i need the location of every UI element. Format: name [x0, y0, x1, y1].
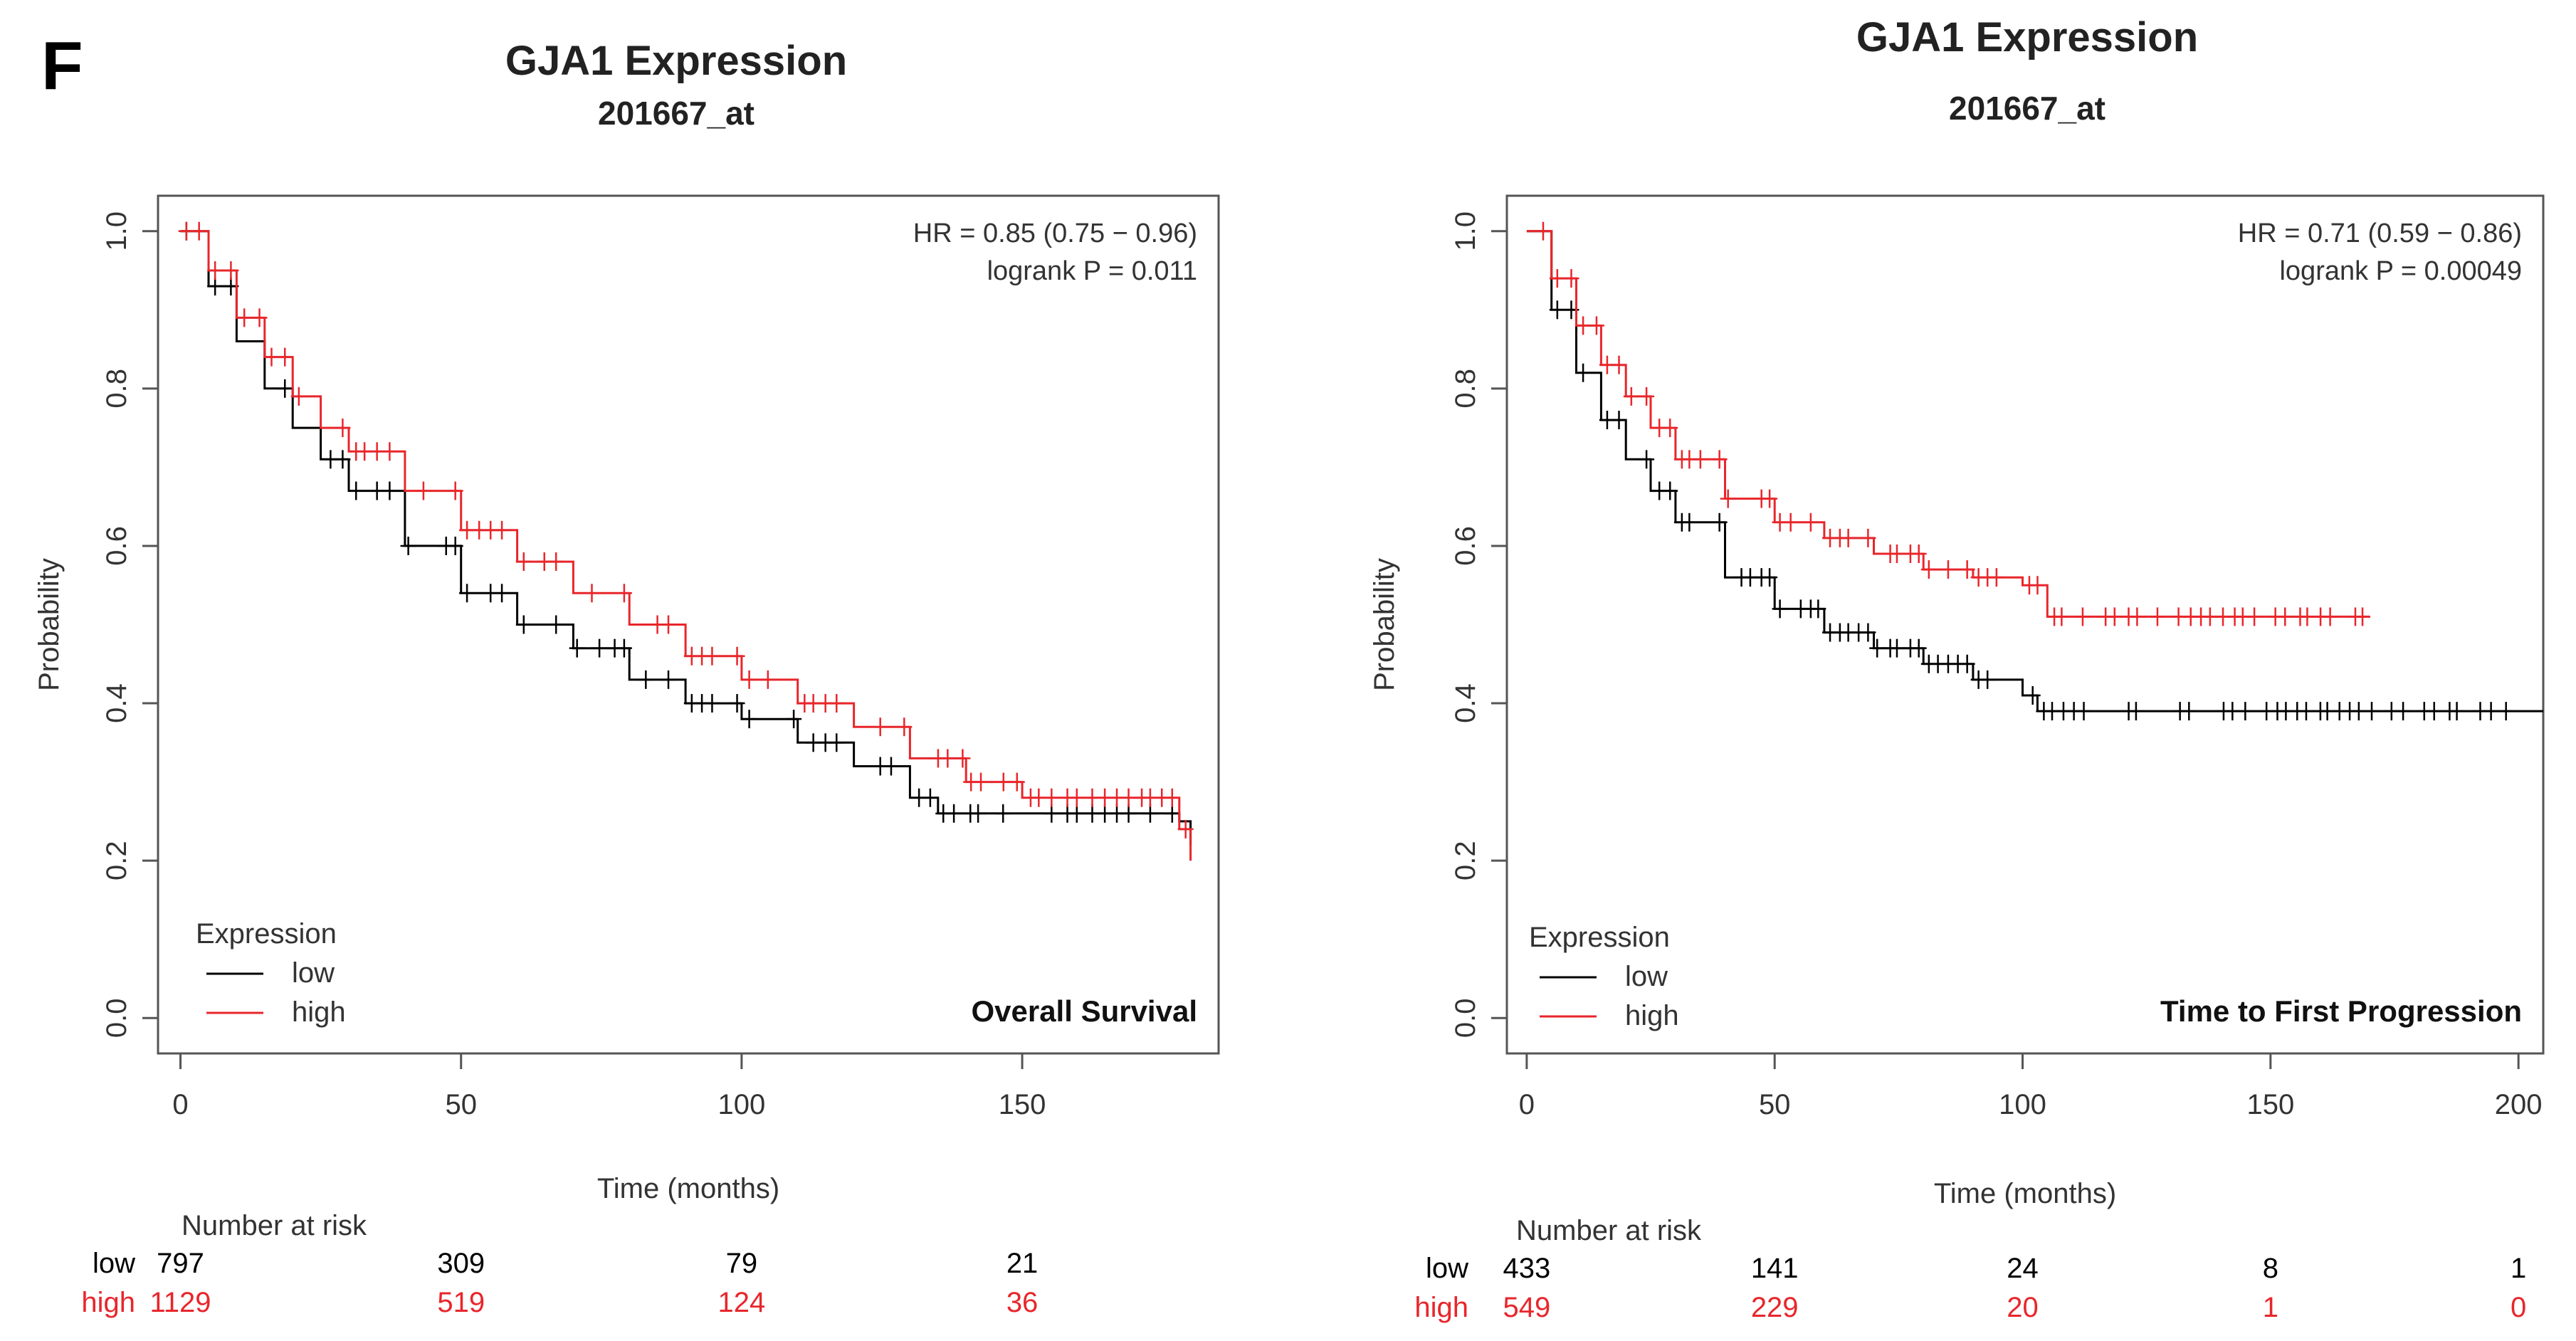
- plot-frame: [157, 194, 1220, 1055]
- km-curve-low: [180, 230, 1192, 845]
- risk-count-high: 519: [437, 1287, 485, 1318]
- risk-count-high: 549: [1503, 1292, 1550, 1323]
- legend-title: Expression: [1529, 922, 1670, 953]
- y-tick-label: 0.6: [1450, 526, 1481, 566]
- x-tick-label: 50: [1759, 1089, 1791, 1120]
- plot-frame: [1505, 194, 2545, 1055]
- km-curve-low: [1526, 230, 2543, 712]
- risk-row-label-low: low: [1426, 1253, 1468, 1284]
- risk-count-high: 1: [2263, 1292, 2278, 1323]
- y-tick-label: 0.6: [101, 526, 132, 566]
- km-curve-high: [1526, 230, 2370, 618]
- logrank-p-text: logrank P = 0.00049: [2279, 256, 2522, 286]
- risk-count-low: 433: [1503, 1253, 1550, 1284]
- chart-title: GJA1 Expression: [1856, 14, 2198, 61]
- risk-count-low: 8: [2263, 1253, 2278, 1284]
- y-axis-label: Probability: [33, 558, 65, 691]
- x-tick-label: 100: [718, 1089, 766, 1120]
- risk-row-label-low: low: [93, 1248, 135, 1279]
- risk-count-low: 141: [1751, 1253, 1799, 1284]
- x-tick-label: 0: [1519, 1089, 1535, 1120]
- y-tick-label: 0.2: [1450, 841, 1481, 880]
- x-tick-label: 100: [1999, 1089, 2046, 1120]
- risk-count-high: 0: [2511, 1292, 2526, 1323]
- risk-count-low: 21: [1006, 1248, 1039, 1279]
- risk-table-title: Number at risk: [1516, 1215, 1702, 1246]
- y-tick-label: 1.0: [1450, 211, 1481, 251]
- risk-count-low: 797: [157, 1248, 204, 1279]
- panel-label: F: [41, 28, 83, 104]
- risk-count-low: 79: [726, 1248, 758, 1279]
- chart-subtitle: 201667_at: [1949, 90, 2106, 127]
- y-tick-label: 1.0: [101, 211, 132, 251]
- legend-label-high: high: [292, 996, 346, 1028]
- y-tick-label: 0.2: [101, 841, 132, 880]
- risk-count-high: 124: [718, 1287, 766, 1318]
- y-tick-label: 0.0: [1450, 998, 1481, 1038]
- chart-title: GJA1 Expression: [505, 38, 847, 84]
- legend-label-low: low: [1625, 961, 1668, 992]
- legend-title: Expression: [196, 918, 337, 950]
- endpoint-label: Overall Survival: [971, 994, 1197, 1028]
- legend-label-low: low: [292, 957, 335, 989]
- risk-count-high: 1129: [150, 1287, 211, 1318]
- legend-label-high: high: [1625, 1000, 1679, 1031]
- censor-marks-high: [178, 221, 1194, 838]
- y-tick-label: 0.4: [101, 683, 132, 723]
- risk-count-high: 229: [1751, 1292, 1799, 1323]
- y-axis-label: Probability: [1369, 558, 1400, 691]
- y-tick-label: 0.8: [101, 369, 132, 409]
- risk-table-title: Number at risk: [182, 1210, 367, 1241]
- endpoint-label: Time to First Progression: [2160, 994, 2522, 1028]
- y-tick-label: 0.8: [1450, 369, 1481, 409]
- hazard-ratio-text: HR = 0.71 (0.59 − 0.86): [2238, 219, 2522, 248]
- x-axis-label: Time (months): [597, 1173, 779, 1204]
- x-tick-label: 150: [999, 1089, 1046, 1120]
- hazard-ratio-text: HR = 0.85 (0.75 − 0.96): [913, 219, 1197, 248]
- risk-row-label-high: high: [81, 1287, 135, 1318]
- risk-count-high: 36: [1006, 1287, 1039, 1318]
- logrank-p-text: logrank P = 0.011: [987, 256, 1197, 286]
- x-tick-label: 150: [2246, 1089, 2294, 1120]
- chart-overall-survival: GJA1 Expression 201667_at 0 50 100 150 0.0 0.2 0…: [33, 38, 1220, 1318]
- y-tick-label: 0.0: [101, 998, 132, 1038]
- x-tick-label: 50: [445, 1089, 477, 1120]
- x-tick-label: 200: [2495, 1089, 2543, 1120]
- censor-marks-low: [178, 221, 1180, 823]
- risk-count-low: 1: [2511, 1253, 2526, 1284]
- x-tick-label: 0: [172, 1089, 188, 1120]
- risk-row-label-high: high: [1414, 1292, 1468, 1323]
- risk-count-low: 309: [437, 1248, 485, 1279]
- y-tick-label: 0.4: [1450, 683, 1481, 723]
- chart-subtitle: 201667_at: [598, 95, 755, 132]
- x-axis-label: Time (months): [1934, 1178, 2116, 1209]
- censor-marks-high: [1535, 221, 2371, 626]
- risk-count-low: 24: [2007, 1253, 2039, 1284]
- censor-marks-low: [1549, 300, 2514, 721]
- km-curve-high: [180, 230, 1192, 861]
- risk-count-high: 20: [2007, 1292, 2039, 1323]
